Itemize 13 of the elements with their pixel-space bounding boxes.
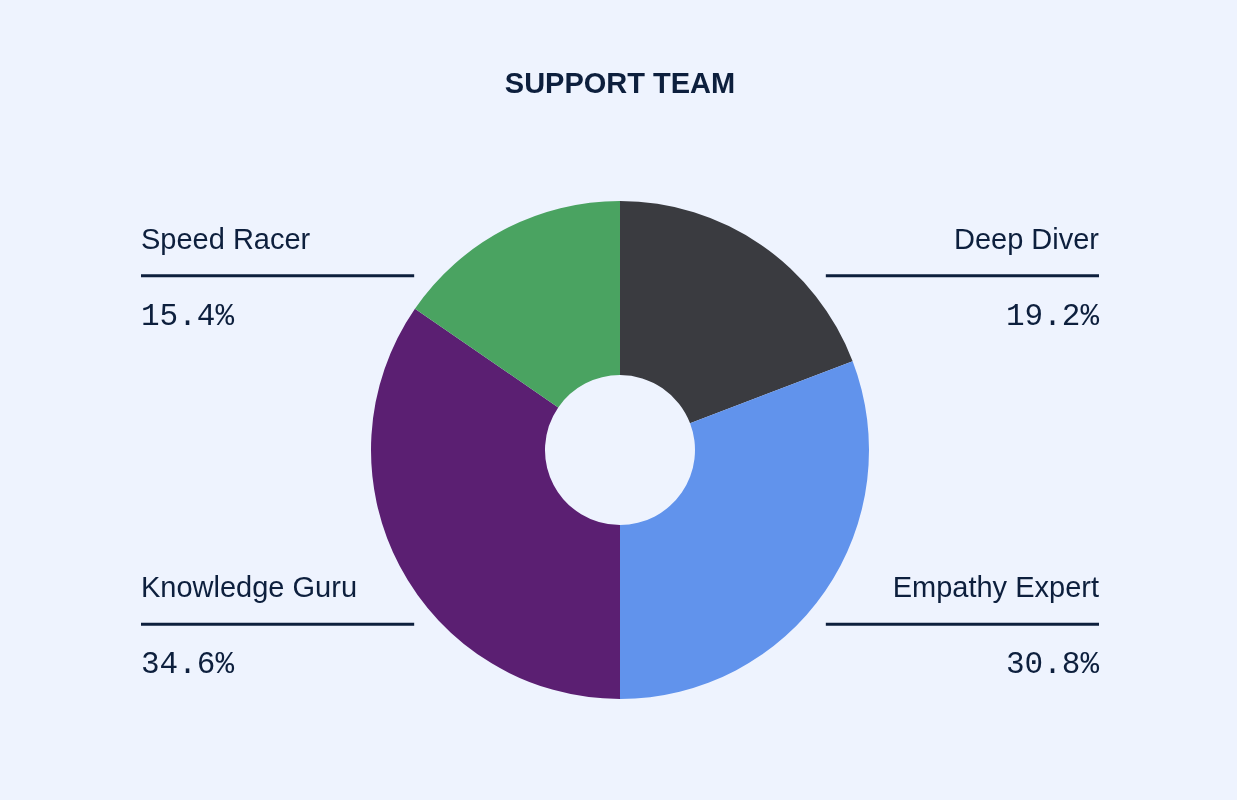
- donut-slice: [414, 201, 620, 408]
- data-label: 30.8%: [1005, 647, 1100, 683]
- slice-label: Empathy Expert: [892, 571, 1099, 604]
- slice-label: Deep Diver: [953, 222, 1100, 255]
- slice-label: Speed Racer: [141, 222, 311, 255]
- donut-slice: [620, 201, 853, 424]
- donut-slice: [620, 361, 869, 699]
- slice-label: Knowledge Guru: [141, 571, 358, 604]
- data-label: 34.6%: [141, 647, 235, 683]
- donut-slice: [371, 308, 620, 699]
- chart-title: SUPPORT TEAM: [504, 67, 736, 99]
- data-label: 15.4%: [141, 298, 235, 334]
- data-label: 19.2%: [1005, 298, 1100, 334]
